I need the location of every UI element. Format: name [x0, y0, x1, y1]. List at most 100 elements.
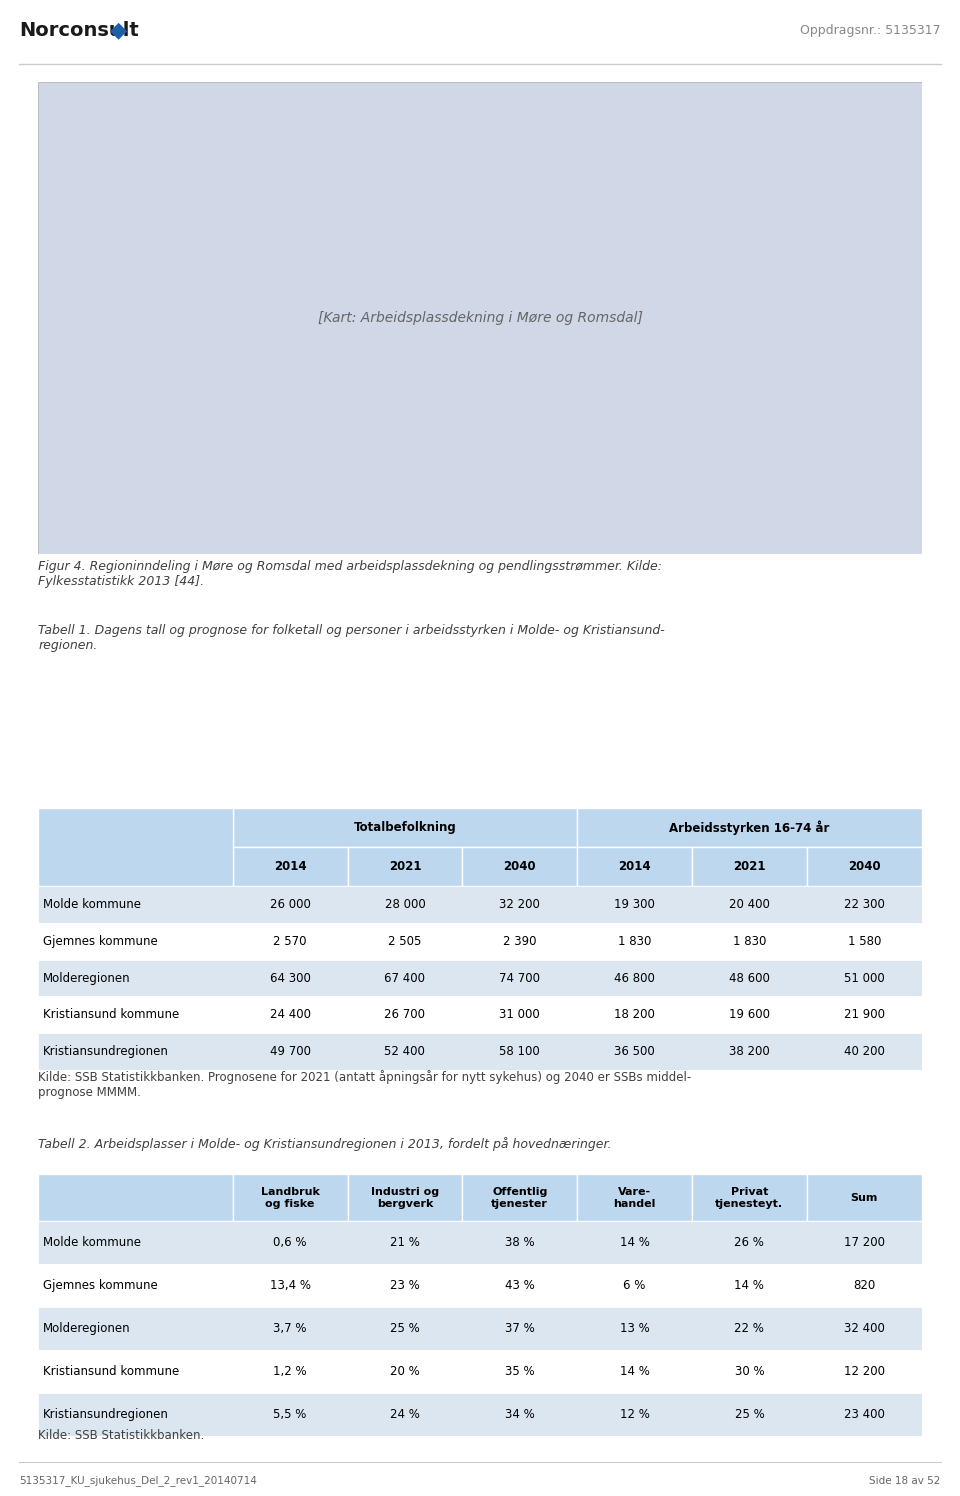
Text: 35 %: 35 % — [505, 1366, 535, 1378]
Text: 2 505: 2 505 — [388, 935, 421, 948]
Text: 19 600: 19 600 — [729, 1008, 770, 1022]
Text: 26 000: 26 000 — [270, 898, 310, 911]
Text: 2021: 2021 — [389, 860, 421, 874]
Text: 40 200: 40 200 — [844, 1044, 884, 1058]
FancyBboxPatch shape — [38, 1034, 922, 1070]
Text: 48 600: 48 600 — [729, 971, 770, 984]
Text: 74 700: 74 700 — [499, 971, 540, 984]
Text: Norconsult: Norconsult — [19, 21, 139, 40]
Text: 28 000: 28 000 — [385, 898, 425, 911]
Text: 1 830: 1 830 — [618, 935, 651, 948]
Text: 24 %: 24 % — [390, 1408, 420, 1421]
Text: 2040: 2040 — [503, 860, 536, 874]
Text: Industri og
bergverk: Industri og bergverk — [371, 1188, 439, 1209]
Text: 5,5 %: 5,5 % — [274, 1408, 307, 1421]
Text: 38 200: 38 200 — [729, 1044, 770, 1058]
Text: Privat
tjenesteyt.: Privat tjenesteyt. — [715, 1188, 783, 1209]
Text: Sum: Sum — [851, 1192, 877, 1203]
Text: 2014: 2014 — [274, 860, 306, 874]
Text: 32 400: 32 400 — [844, 1322, 884, 1336]
FancyBboxPatch shape — [38, 808, 232, 886]
FancyBboxPatch shape — [806, 847, 922, 886]
FancyBboxPatch shape — [348, 847, 463, 886]
Text: 13,4 %: 13,4 % — [270, 1279, 311, 1293]
Text: 2 570: 2 570 — [274, 935, 307, 948]
Text: 36 500: 36 500 — [614, 1044, 655, 1058]
Text: 37 %: 37 % — [505, 1322, 535, 1336]
Text: Landbruk
og fiske: Landbruk og fiske — [261, 1188, 320, 1209]
Text: 14 %: 14 % — [734, 1279, 764, 1293]
Text: Vare-
handel: Vare- handel — [613, 1188, 656, 1209]
Text: 31 000: 31 000 — [499, 1008, 540, 1022]
Text: 13 %: 13 % — [620, 1322, 649, 1336]
Text: Kristiansund kommune: Kristiansund kommune — [43, 1366, 180, 1378]
Text: 25 %: 25 % — [734, 1408, 764, 1421]
Text: Tabell 1. Dagens tall og prognose for folketall og personer i arbeidsstyrken i M: Tabell 1. Dagens tall og prognose for fo… — [38, 624, 665, 652]
Text: 5135317_KU_sjukehus_Del_2_rev1_20140714: 5135317_KU_sjukehus_Del_2_rev1_20140714 — [19, 1475, 257, 1487]
Text: Gjemnes kommune: Gjemnes kommune — [43, 1279, 157, 1293]
FancyBboxPatch shape — [38, 1308, 922, 1351]
Text: 14 %: 14 % — [619, 1366, 650, 1378]
FancyBboxPatch shape — [232, 1174, 348, 1221]
Text: 23 400: 23 400 — [844, 1408, 884, 1421]
Text: 12 200: 12 200 — [844, 1366, 885, 1378]
Text: 14 %: 14 % — [619, 1237, 650, 1249]
FancyBboxPatch shape — [38, 923, 922, 960]
Text: 18 200: 18 200 — [614, 1008, 655, 1022]
FancyBboxPatch shape — [692, 847, 806, 886]
Text: 1 830: 1 830 — [732, 935, 766, 948]
FancyBboxPatch shape — [692, 1174, 806, 1221]
Text: Kristiansund kommune: Kristiansund kommune — [43, 1008, 180, 1022]
Text: Gjemnes kommune: Gjemnes kommune — [43, 935, 157, 948]
Text: Molderegionen: Molderegionen — [43, 1322, 131, 1336]
Text: 25 %: 25 % — [390, 1322, 420, 1336]
Text: 20 400: 20 400 — [729, 898, 770, 911]
Text: 58 100: 58 100 — [499, 1044, 540, 1058]
Text: 52 400: 52 400 — [385, 1044, 425, 1058]
Text: Molde kommune: Molde kommune — [43, 1237, 141, 1249]
Text: 46 800: 46 800 — [614, 971, 655, 984]
Text: 1 580: 1 580 — [848, 935, 881, 948]
Text: Offentlig
tjenester: Offentlig tjenester — [492, 1188, 548, 1209]
Text: 12 %: 12 % — [619, 1408, 650, 1421]
FancyBboxPatch shape — [348, 1174, 463, 1221]
Text: 51 000: 51 000 — [844, 971, 884, 984]
Text: Side 18 av 52: Side 18 av 52 — [870, 1477, 941, 1486]
Text: 49 700: 49 700 — [270, 1044, 311, 1058]
Text: 43 %: 43 % — [505, 1279, 535, 1293]
Text: 21 900: 21 900 — [844, 1008, 885, 1022]
FancyBboxPatch shape — [806, 1174, 922, 1221]
Text: 21 %: 21 % — [390, 1237, 420, 1249]
Text: 26 %: 26 % — [734, 1237, 764, 1249]
Text: Totalbefolkning: Totalbefolkning — [353, 821, 456, 833]
Text: 2 390: 2 390 — [503, 935, 537, 948]
Text: 1,2 %: 1,2 % — [274, 1366, 307, 1378]
Text: 30 %: 30 % — [734, 1366, 764, 1378]
FancyBboxPatch shape — [38, 1264, 922, 1308]
Text: Tabell 2. Arbeidsplasser i Molde- og Kristiansundregionen i 2013, fordelt på hov: Tabell 2. Arbeidsplasser i Molde- og Kri… — [38, 1137, 612, 1150]
Text: 0,6 %: 0,6 % — [274, 1237, 307, 1249]
Text: 64 300: 64 300 — [270, 971, 310, 984]
FancyBboxPatch shape — [38, 996, 922, 1034]
Text: Molde kommune: Molde kommune — [43, 898, 141, 911]
Text: 67 400: 67 400 — [384, 971, 425, 984]
Text: 2014: 2014 — [618, 860, 651, 874]
Text: 22 %: 22 % — [734, 1322, 764, 1336]
Text: 19 300: 19 300 — [614, 898, 655, 911]
FancyBboxPatch shape — [38, 1221, 922, 1264]
Text: 22 300: 22 300 — [844, 898, 884, 911]
Text: 6 %: 6 % — [623, 1279, 646, 1293]
Text: 20 %: 20 % — [390, 1366, 420, 1378]
Text: Figur 4. Regioninndeling i Møre og Romsdal med arbeidsplassdekning og pendlingss: Figur 4. Regioninndeling i Møre og Romsd… — [38, 561, 662, 588]
FancyBboxPatch shape — [232, 847, 348, 886]
Text: Oppdragsnr.: 5135317: Oppdragsnr.: 5135317 — [801, 24, 941, 37]
Text: 38 %: 38 % — [505, 1237, 535, 1249]
FancyBboxPatch shape — [38, 1174, 232, 1221]
FancyBboxPatch shape — [38, 1351, 922, 1393]
Text: 2040: 2040 — [848, 860, 880, 874]
Text: Kristiansundregionen: Kristiansundregionen — [43, 1044, 169, 1058]
FancyBboxPatch shape — [232, 808, 577, 847]
FancyBboxPatch shape — [38, 886, 922, 923]
Text: 34 %: 34 % — [505, 1408, 535, 1421]
Text: Molderegionen: Molderegionen — [43, 971, 131, 984]
